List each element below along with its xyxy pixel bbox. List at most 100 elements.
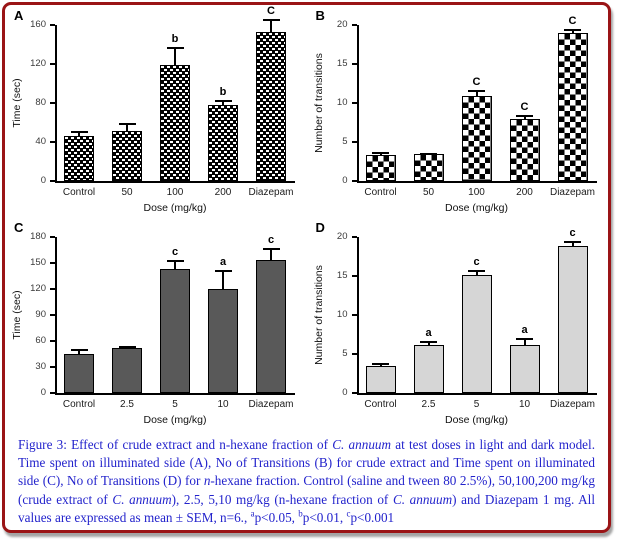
- y-tick-label: 180: [30, 231, 46, 242]
- y-tick-label: 90: [35, 309, 46, 320]
- x-tick-label: 50: [422, 187, 435, 198]
- error-bar-cap: [516, 115, 533, 118]
- x-tick-label: 50: [121, 187, 133, 198]
- y-axis-tick: [50, 288, 55, 290]
- x-axis: [356, 181, 597, 183]
- bar: [413, 154, 444, 181]
- x-axis: [55, 181, 295, 183]
- y-tick-label: 5: [342, 136, 348, 147]
- significance-label: b: [219, 86, 227, 99]
- error-bar-cap: [468, 269, 485, 272]
- y-tick-label: 10: [336, 97, 348, 108]
- caption-text: p<0.05,: [254, 509, 299, 525]
- error-bar-line: [475, 269, 478, 276]
- y-axis-tick: [351, 392, 357, 394]
- significance-label: a: [219, 255, 227, 268]
- bar: [413, 345, 444, 393]
- x-tick-label: 2.5: [120, 399, 134, 410]
- error-bar-cap: [70, 348, 88, 351]
- error-bar-line: [427, 340, 430, 346]
- y-axis-tick: [50, 102, 55, 104]
- y-axis-tick: [351, 314, 357, 316]
- x-axis: [356, 393, 597, 395]
- bar: [64, 354, 94, 393]
- error-bar-line: [78, 131, 80, 137]
- significance-label: c: [569, 226, 576, 239]
- caption-text: p<0.001: [350, 509, 395, 525]
- y-tick-label: 20: [336, 231, 348, 242]
- x-axis-title: Dose (mg/kg): [143, 414, 207, 426]
- x-tick-label: Diazepam: [248, 187, 294, 198]
- error-bar-cap: [262, 248, 280, 251]
- error-bar-cap: [166, 47, 184, 50]
- x-tick-label: 200: [214, 187, 232, 198]
- error-bar-cap: [468, 89, 485, 92]
- y-axis-tick: [351, 63, 357, 65]
- y-tick-label: 30: [35, 361, 46, 372]
- x-axis-title: Dose (mg/kg): [444, 414, 508, 426]
- error-bar-cap: [118, 346, 136, 349]
- significance-label: a: [521, 323, 528, 336]
- bar: [256, 259, 286, 393]
- y-axis-tick: [50, 392, 55, 394]
- y-tick-label: 20: [336, 19, 348, 30]
- x-axis: [55, 393, 295, 395]
- caption-text: p<0.01,: [302, 509, 347, 525]
- panel-letter-label: D: [315, 220, 325, 235]
- y-axis-tick: [50, 63, 55, 65]
- x-tick-label: Control: [364, 187, 397, 198]
- y-axis-tick: [50, 180, 55, 182]
- caption-text: at test doses in light and dark model. T…: [18, 437, 595, 489]
- y-axis-tick: [351, 353, 357, 355]
- x-tick-label: 2.5: [421, 399, 436, 410]
- y-tick-label: 120: [30, 58, 46, 69]
- caption-superscript: b: [298, 508, 303, 519]
- bar: [208, 104, 238, 181]
- error-bar-cap: [118, 123, 136, 126]
- x-axis-title: Dose (mg/kg): [444, 202, 508, 214]
- caption-text: n: [203, 473, 211, 489]
- bar: [160, 64, 190, 181]
- y-tick-label: 0: [40, 387, 46, 398]
- significance-label: c: [473, 255, 480, 268]
- y-axis-tick: [351, 102, 357, 104]
- significance-label: C: [568, 14, 577, 27]
- y-axis-tick: [50, 262, 55, 264]
- y-tick-label: 15: [336, 58, 348, 69]
- bar: [256, 31, 286, 181]
- bar: [365, 155, 396, 181]
- error-bar-cap: [214, 269, 232, 272]
- error-bar-cap: [372, 152, 389, 155]
- x-tick-label: 100: [166, 187, 184, 198]
- error-bar-cap: [516, 337, 533, 340]
- x-tick-label: Control: [62, 187, 96, 198]
- error-bar-cap: [262, 19, 280, 22]
- y-axis: [356, 25, 359, 182]
- bar: [112, 347, 142, 393]
- significance-label: C: [267, 5, 275, 18]
- caption-text: C. annuum: [392, 491, 453, 507]
- x-tick-label: Control: [62, 399, 96, 410]
- error-bar-cap: [166, 259, 184, 262]
- y-axis-tick: [50, 314, 55, 316]
- panel-B-chart: B Number of transitions 0 5 10 15 20 Control 50 C…: [307, 5, 609, 217]
- error-bar-line: [78, 348, 80, 354]
- panel-A-chart: A Time (sec) 0 40 80 120 160 Control 50 b 100 b 200 C…: [5, 5, 307, 217]
- y-axis-tick: [50, 24, 55, 26]
- error-bar-cap: [564, 28, 581, 31]
- figure-caption: Figure 3: Effect of crude extract and n-…: [5, 429, 608, 530]
- error-bar-line: [475, 89, 478, 96]
- x-axis-title: Dose (mg/kg): [143, 202, 207, 214]
- y-axis-tick: [50, 236, 55, 238]
- significance-label: c: [267, 234, 275, 247]
- y-axis-tick: [351, 236, 357, 238]
- x-tick-label: Diazepam: [549, 399, 596, 410]
- error-bar-cap: [420, 152, 437, 155]
- caption-superscript: a: [250, 508, 255, 519]
- y-axis: [55, 237, 57, 394]
- error-bar-cap: [214, 100, 232, 103]
- error-bar-line: [270, 248, 272, 260]
- x-tick-label: Diazepam: [549, 187, 596, 198]
- error-bar-line: [126, 123, 128, 132]
- bar: [112, 131, 142, 181]
